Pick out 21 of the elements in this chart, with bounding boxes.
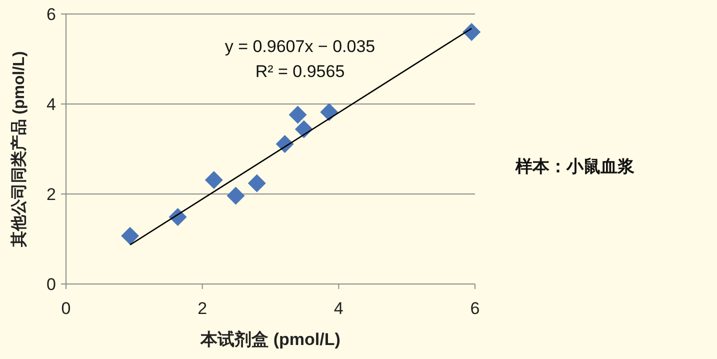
y-tick-label: 0 [46, 275, 56, 294]
y-axis-title: 其他公司同类产品 (pmol/L) [10, 51, 28, 248]
point [294, 120, 313, 138]
text: 样本：小鼠血浆 [514, 157, 634, 176]
x-tick-label: 2 [198, 299, 208, 318]
point [248, 174, 266, 192]
x-tick-label: 4 [334, 299, 344, 318]
point [462, 23, 481, 41]
point [226, 186, 245, 205]
y-tick-label: 6 [46, 5, 56, 24]
point [204, 171, 223, 190]
y-tick-label: 4 [46, 95, 56, 114]
annotation: y = 0.9607x − 0.035 [224, 37, 376, 56]
annotation: R² = 0.9565 [255, 62, 345, 81]
point [320, 103, 338, 122]
point [121, 226, 140, 245]
x-axis-title: 本试剂盒 (pmol/L) [200, 330, 340, 349]
point [288, 106, 307, 124]
y-tick-label: 2 [46, 185, 56, 204]
x-tick-label: 0 [61, 299, 71, 318]
x-tick-label: 6 [470, 299, 480, 318]
